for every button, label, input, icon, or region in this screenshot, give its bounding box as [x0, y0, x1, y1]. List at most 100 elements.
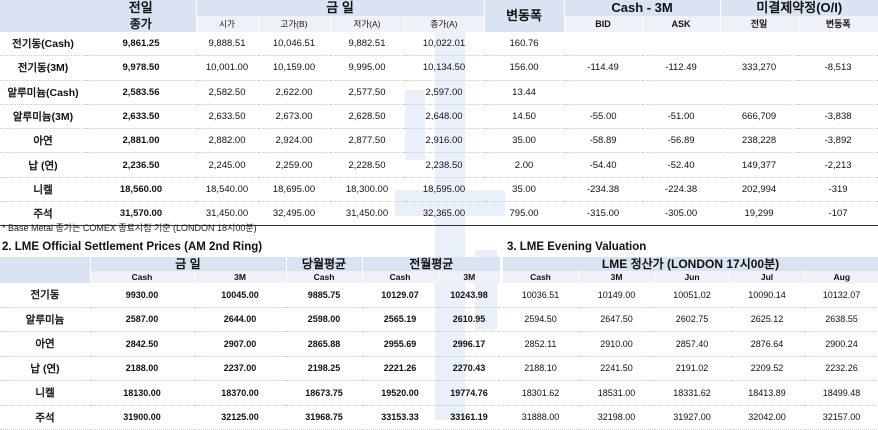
valuation-value: 2852.11: [503, 332, 579, 357]
cell-chg: 35.00: [484, 129, 564, 153]
valuation-value: 2647.50: [579, 307, 655, 332]
cell-oi: [720, 32, 798, 56]
cell-oichg: -8,513: [798, 56, 878, 80]
cell-high: 18,695.00: [258, 177, 330, 201]
cell-close: 2,238.50: [404, 153, 484, 177]
metal-name: 아연: [0, 129, 86, 153]
footnote: * Base Metal 종가는 COMEX 종료시점 기준 (LONDON 1…: [2, 221, 257, 234]
cell-open: 18,540.00: [196, 177, 258, 201]
cell-oichg: -319: [798, 177, 878, 201]
valuation-value: 2857.40: [655, 332, 730, 357]
cell-ask: -224.38: [642, 177, 720, 201]
sub3-cash: Cash: [503, 271, 579, 283]
cell-bid: [564, 32, 642, 56]
lme-price-table: 전일 금 일 변동폭 Cash - 3M 미결제약정(O/I) 종가 시가 고가…: [0, 0, 878, 226]
valuation-value: 2602.75: [655, 307, 730, 332]
settlement-value: 2270.43: [438, 356, 500, 381]
today-header-2: 금 일: [90, 257, 286, 271]
valuation-value: 2232.26: [805, 356, 878, 381]
corner-header-2: [0, 257, 90, 283]
cur-avg-header: 당월평균: [286, 257, 362, 271]
settlement-value: 18370.00: [194, 381, 286, 406]
valuation-value: 2625.12: [730, 307, 805, 332]
settlement-value: 2644.00: [194, 307, 286, 332]
cell-low: 2,877.50: [330, 129, 404, 153]
cell-oichg: -2,213: [798, 153, 878, 177]
cell-close: 2,648.00: [404, 104, 484, 128]
settlement-value: 9885.75: [286, 283, 362, 307]
settlement-value: 2865.88: [286, 332, 362, 357]
cell-chg: 14.50: [484, 104, 564, 128]
cell-ask: -52.40: [642, 153, 720, 177]
metal-name: 알루미늄(3M): [0, 104, 86, 128]
sub3-jun: Jun: [655, 271, 730, 283]
settlement-value: 2237.00: [194, 356, 286, 381]
cell-prev: 9,978.50: [86, 56, 196, 80]
cell-chg: 160.76: [484, 32, 564, 56]
valuation-value: 10036.51: [503, 283, 579, 307]
sub-header-open: 시가: [196, 16, 258, 32]
sub2-prev-3m: 3M: [438, 271, 500, 283]
valuation-value: 18413.89: [730, 381, 805, 406]
cell-oi: 19,299: [720, 202, 798, 226]
sub-header-oi-change: 변동폭: [798, 16, 878, 32]
cell-high: 2,924.00: [258, 129, 330, 153]
cell-bid: -315.00: [564, 202, 642, 226]
settlement-value: 2598.00: [286, 307, 362, 332]
sub-header-close: 종가(A): [404, 16, 484, 32]
sub2-avg-cash: Cash: [286, 271, 362, 283]
valuation-value: 18531.00: [579, 381, 655, 406]
cell-ask: [642, 32, 720, 56]
cell-chg: 795.00: [484, 202, 564, 226]
sub-header-bid: BID: [564, 16, 642, 32]
cell-chg: 2.00: [484, 153, 564, 177]
metal-name: 납 (연): [0, 153, 86, 177]
sub-header-ask: ASK: [642, 16, 720, 32]
metal-name: 전기동: [0, 283, 90, 307]
cell-low: 2,228.50: [330, 153, 404, 177]
cell-low: 2,628.50: [330, 104, 404, 128]
cell-high: 10,159.00: [258, 56, 330, 80]
cell-close: 2,916.00: [404, 129, 484, 153]
settlement-value: 18673.75: [286, 381, 362, 406]
cell-prev: 2,583.56: [86, 80, 196, 104]
cell-chg: 35.00: [484, 177, 564, 201]
cell-bid: -234.38: [564, 177, 642, 201]
sub-header-high: 고가(B): [258, 16, 330, 32]
cell-oi: 666,709: [720, 104, 798, 128]
cell-oi: 238,228: [720, 129, 798, 153]
cell-oichg: -3,838: [798, 104, 878, 128]
metal-name: 알루미늄(Cash): [0, 80, 86, 104]
cell-ask: -51.00: [642, 104, 720, 128]
cell-bid: -114.49: [564, 56, 642, 80]
sub-header-low: 저가(A): [330, 16, 404, 32]
cell-open: 2,245.00: [196, 153, 258, 177]
prev-close-header-line2: 종가: [86, 16, 196, 32]
valuation-value: 10051.02: [655, 283, 730, 307]
cell-prev: 2,236.50: [86, 153, 196, 177]
cell-ask: -56.89: [642, 129, 720, 153]
settlement-value: 19774.76: [438, 381, 500, 406]
valuation-value: 2900.24: [805, 332, 878, 357]
cell-oichg: [798, 32, 878, 56]
cell-prev: 18,560.00: [86, 177, 196, 201]
cell-close: 18,595.00: [404, 177, 484, 201]
evening-valuation-header: LME 정산가 (LONDON 17시00분): [503, 257, 878, 271]
settlement-value: 2565.19: [362, 307, 438, 332]
cell-open: 9,888.51: [196, 32, 258, 56]
cell-bid: -55.00: [564, 104, 642, 128]
settlement-value: 9930.00: [90, 283, 194, 307]
cell-prev: 2,633.50: [86, 104, 196, 128]
metal-name: 납 (연): [0, 356, 90, 381]
cell-ask: -112.49: [642, 56, 720, 80]
cell-oichg: [798, 80, 878, 104]
